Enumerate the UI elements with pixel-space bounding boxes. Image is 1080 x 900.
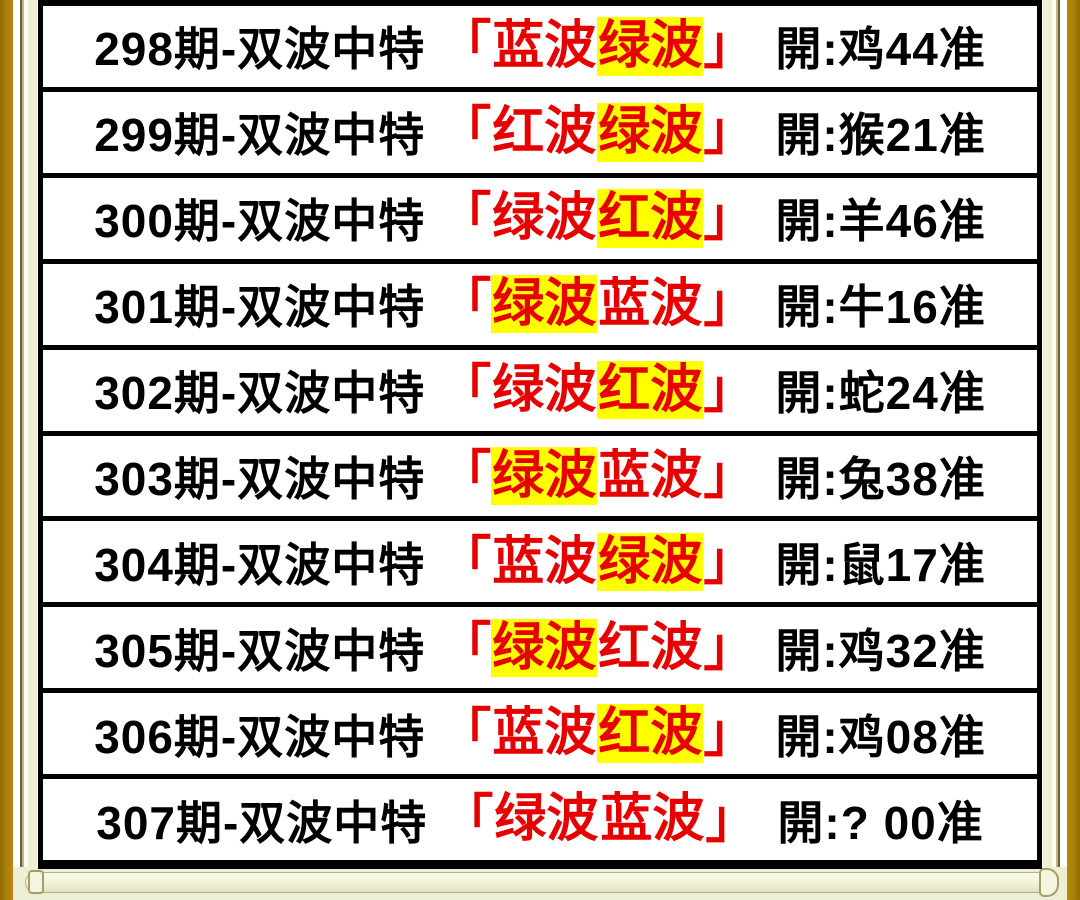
wave-word: 绿波 [597, 532, 704, 592]
wave-pick: 「绿波 蓝波」 [441, 790, 757, 849]
wave-pick: 「绿波 红波」 [439, 618, 756, 678]
result-row: 300期-双波中特「绿波 红波」開:羊46准 [43, 177, 1037, 264]
wave-word: 蓝波 [492, 17, 597, 76]
wave-pick: 「绿波 蓝波」 [439, 446, 756, 506]
close-bracket-icon: 」 [703, 361, 756, 420]
wave-word: 蓝波 [598, 274, 703, 333]
wave-pick: 「绿波 红波」 [439, 360, 756, 420]
result-row: 306期-双波中特「蓝波 红波」開:鸡08准 [43, 693, 1037, 780]
wave-pick: 「蓝波 绿波」 [439, 532, 756, 592]
open-bracket-icon: 「 [439, 361, 492, 420]
open-bracket-icon: 「 [441, 790, 494, 849]
result-row: 303期-双波中特「绿波 蓝波」開:兔38准 [43, 435, 1037, 522]
wave-word: 绿波 [492, 188, 597, 247]
period-label: 303期-双波中特 [94, 452, 426, 505]
period-label: 306期-双波中特 [94, 710, 426, 763]
wave-pick: 「蓝波 绿波」 [439, 17, 755, 76]
result-row: 307期-双波中特「绿波 蓝波」開:? 00准 [43, 779, 1037, 861]
wave-word: 蓝波 [492, 704, 597, 763]
close-bracket-icon: 」 [703, 532, 756, 591]
wave-word: 绿波 [491, 618, 598, 678]
period-label: 298期-双波中特 [94, 23, 426, 76]
period-label: 302期-双波中特 [94, 367, 426, 420]
open-bracket-icon: 「 [439, 17, 492, 76]
wave-word: 红波 [597, 188, 704, 248]
wave-pick: 「绿波 蓝波」 [439, 274, 756, 334]
close-bracket-icon: 」 [705, 790, 758, 849]
scroll-curl-left-icon [28, 870, 44, 894]
wave-word: 绿波 [494, 790, 599, 849]
close-bracket-icon: 」 [703, 446, 756, 505]
draw-result: 開:蛇24准 [775, 367, 986, 420]
open-bracket-icon: 「 [439, 618, 492, 677]
close-bracket-icon: 」 [703, 103, 756, 162]
wave-word: 绿波 [597, 103, 704, 162]
result-row: 302期-双波中特「绿波 红波」開:蛇24准 [43, 349, 1037, 436]
period-label: 305期-双波中特 [94, 624, 426, 677]
open-bracket-icon: 「 [439, 103, 492, 162]
wave-pick: 「绿波 红波」 [439, 188, 756, 248]
draw-result: 開:牛16准 [775, 281, 986, 334]
frame-groove-left [20, 0, 37, 900]
wave-pick: 「蓝波 红波」 [439, 704, 755, 763]
frame-groove-right [1043, 0, 1060, 900]
wave-word: 绿波 [491, 446, 598, 506]
frame-gold-bar-right [1067, 0, 1080, 900]
close-bracket-icon: 」 [703, 275, 756, 334]
wave-word: 蓝波 [492, 532, 597, 591]
period-label: 304期-双波中特 [94, 538, 426, 591]
wave-word: 红波 [492, 103, 597, 162]
scroll-curl-right-icon [1039, 868, 1059, 897]
results-table: 298期-双波中特「蓝波 绿波」開:鸡44准 299期-双波中特「红波 绿波」開:猴2… [38, 0, 1042, 869]
draw-result: 開:羊46准 [775, 195, 986, 248]
result-row: 304期-双波中特「蓝波 绿波」開:鼠17准 [43, 521, 1037, 608]
result-row: 305期-双波中特「绿波 红波」開:鸡32准 [43, 607, 1037, 694]
wave-word: 红波 [597, 360, 704, 420]
wave-word: 蓝波 [600, 790, 705, 849]
draw-result: 開:鸡44准 [775, 23, 986, 76]
draw-result: 開:猴21准 [775, 109, 986, 162]
wave-word: 绿波 [491, 274, 598, 334]
period-label: 299期-双波中特 [94, 109, 426, 162]
wave-word: 绿波 [597, 17, 704, 76]
wave-word: 蓝波 [598, 446, 703, 505]
close-bracket-icon: 」 [703, 189, 756, 248]
draw-result: 開:鸡08准 [775, 710, 986, 763]
open-bracket-icon: 「 [439, 275, 492, 334]
scroll-rod-ornament [25, 872, 1049, 893]
close-bracket-icon: 」 [703, 618, 756, 677]
open-bracket-icon: 「 [439, 532, 492, 591]
draw-result: 開:鼠17准 [775, 538, 986, 591]
wave-word: 红波 [597, 704, 704, 763]
open-bracket-icon: 「 [439, 189, 492, 248]
period-label: 300期-双波中特 [94, 195, 426, 248]
open-bracket-icon: 「 [439, 704, 492, 763]
wave-word: 红波 [598, 618, 703, 677]
wave-pick: 「红波 绿波」 [439, 103, 755, 162]
close-bracket-icon: 」 [703, 704, 756, 763]
result-row: 298期-双波中特「蓝波 绿波」開:鸡44准 [43, 6, 1037, 92]
result-row: 299期-双波中特「红波 绿波」開:猴21准 [43, 91, 1037, 178]
period-label: 307期-双波中特 [96, 796, 428, 849]
close-bracket-icon: 」 [703, 17, 756, 76]
frame-gold-bar-left [0, 0, 13, 900]
period-label: 301期-双波中特 [94, 281, 426, 334]
draw-result: 開:兔38准 [775, 452, 986, 505]
bottom-scroll-strip [13, 867, 1067, 900]
result-row: 301期-双波中特「绿波 蓝波」開:牛16准 [43, 263, 1037, 350]
draw-result: 開:鸡32准 [775, 624, 986, 677]
wave-word: 绿波 [492, 360, 597, 419]
open-bracket-icon: 「 [439, 446, 492, 505]
draw-result: 開:? 00准 [777, 796, 984, 849]
